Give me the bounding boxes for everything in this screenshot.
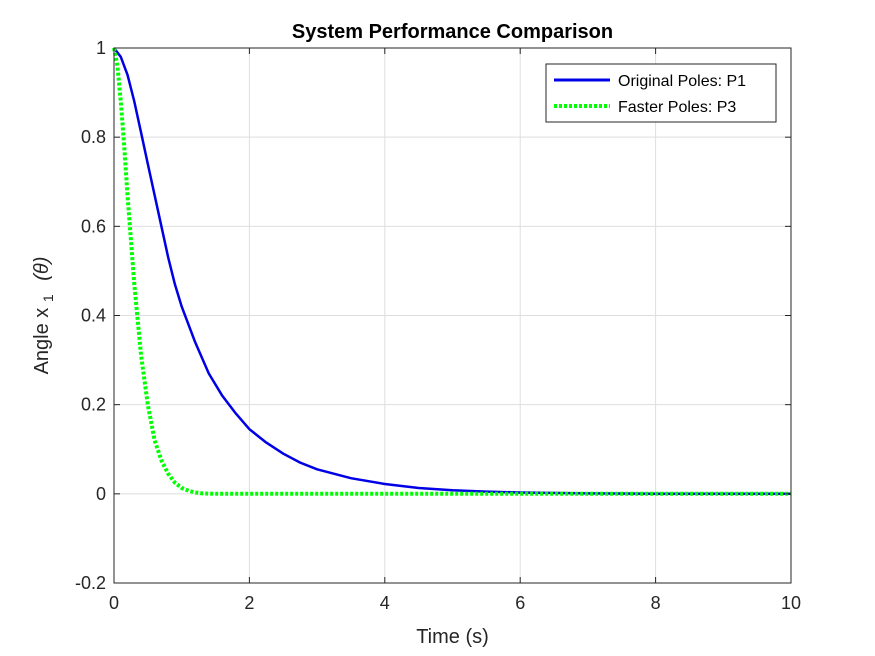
y-tick-label: 0.6 — [81, 216, 106, 236]
legend-box — [545, 63, 777, 123]
chart-title: System Performance Comparison — [292, 21, 613, 43]
x-tick-label: 10 — [781, 593, 801, 613]
axis-ticks: 0 2 4 6 8 10-0.200.20.40.60.81 — [75, 38, 801, 613]
y-tick-label: -0.2 — [75, 573, 106, 593]
legend: Original Poles: P1 Faster Poles: P3 — [545, 63, 777, 123]
x-tick-label: 4 — [380, 593, 390, 613]
y-tick-label: 0.4 — [81, 306, 106, 326]
y-axis-label-main: Angle x — [31, 308, 53, 375]
x-axis-label: Time (s) — [416, 626, 489, 648]
y-tick-label: 1 — [96, 38, 106, 58]
y-tick-label: 0.2 — [81, 395, 106, 415]
x-tick-label: 2 — [244, 593, 254, 613]
legend-label-original-poles: Original Poles: P1 — [618, 73, 746, 90]
y-axis-label-subscript: 1 — [40, 294, 56, 302]
series-original-poles-line — [113, 47, 791, 496]
y-tick-label: 0.8 — [81, 127, 106, 147]
y-axis-label: Angle x 1 (θ) — [31, 257, 58, 375]
legend-label-faster-poles: Faster Poles: P3 — [618, 99, 736, 116]
x-tick-label: 8 — [651, 593, 661, 613]
x-tick-label: 6 — [515, 593, 525, 613]
y-axis-label-theta: (θ) — [31, 257, 53, 281]
series-lines — [112, 47, 791, 496]
series-faster-poles-line — [112, 47, 791, 496]
x-tick-label: 0 — [109, 593, 119, 613]
y-tick-label: 0 — [96, 484, 106, 504]
